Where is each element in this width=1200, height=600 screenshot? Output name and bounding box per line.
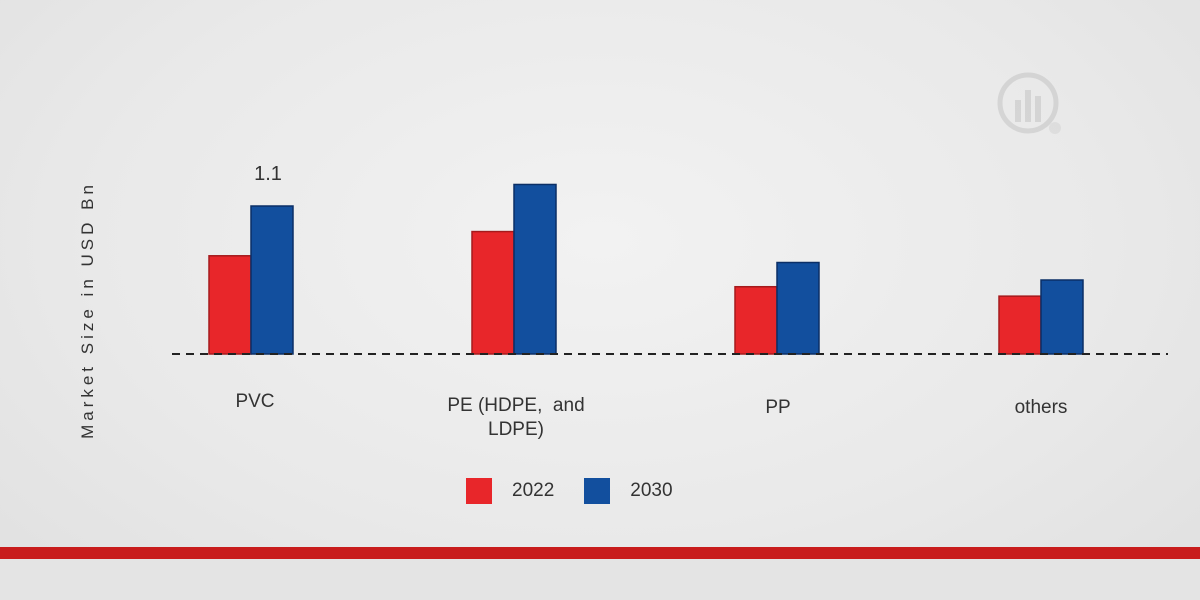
x-tick-label-others: others — [1015, 396, 1068, 420]
legend-label-2030: 2030 — [630, 480, 673, 501]
bar-2030-1 — [513, 183, 557, 355]
bar-2022-0 — [208, 255, 252, 355]
legend-swatch-2030 — [584, 478, 611, 504]
x-tick-label-text: PE (HDPE, and — [447, 395, 585, 416]
legend: 2022 2030 — [466, 478, 703, 504]
x-tick-label-text: others — [1014, 397, 1068, 418]
bar-2030-0 — [250, 205, 294, 355]
bar-2022-3 — [998, 295, 1042, 355]
footer-accent-bar — [0, 547, 1200, 559]
footer-band — [0, 559, 1200, 600]
legend-swatch-2022 — [466, 478, 492, 504]
x-tick-label-pvc: PVC — [235, 390, 274, 414]
bar-2022-1 — [471, 230, 515, 355]
x-tick-label-text: LDPE) — [488, 419, 544, 440]
x-tick-label-pe: PE (HDPE, and LDPE) — [447, 394, 584, 442]
x-tick-label-text: PP — [765, 397, 791, 418]
x-tick-label-text: PVC — [235, 391, 275, 412]
watermark-logo-icon — [997, 72, 1061, 134]
bar-2030-2 — [776, 261, 820, 355]
bar-2022-2 — [734, 285, 778, 355]
data-label: 1.1 — [254, 163, 282, 185]
legend-label-2022: 2022 — [512, 480, 555, 501]
y-axis-label: Market Size in USD Bn — [78, 181, 97, 439]
x-tick-label-pp: PP — [765, 396, 790, 420]
bar-2030-3 — [1040, 279, 1084, 355]
